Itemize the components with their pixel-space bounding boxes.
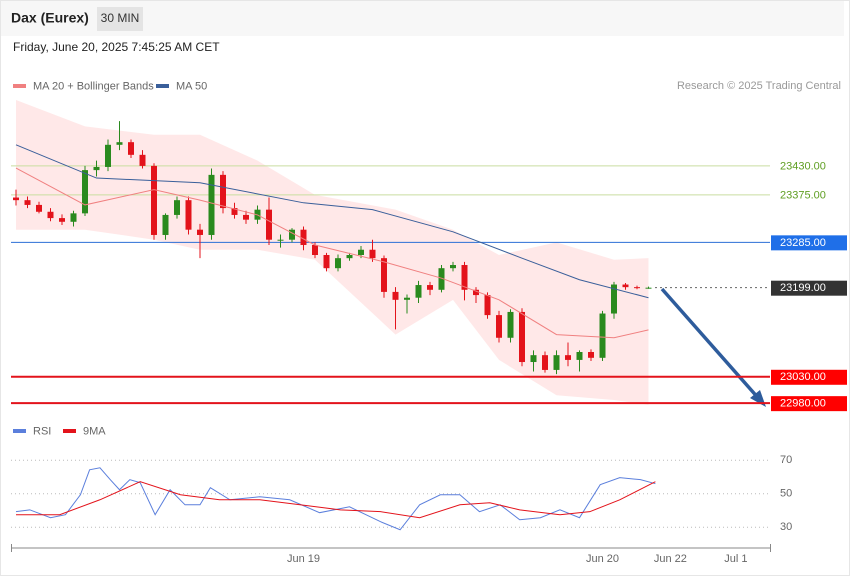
candle-body bbox=[576, 352, 583, 360]
x-tick-label: Jun 19 bbox=[287, 553, 320, 565]
legend-label: 9MA bbox=[83, 425, 106, 437]
candle-body bbox=[13, 197, 19, 201]
candle-body bbox=[427, 285, 433, 290]
candle-body bbox=[185, 200, 192, 230]
candle-body bbox=[289, 229, 295, 240]
legend-swatch bbox=[13, 429, 26, 433]
candle-body bbox=[47, 211, 54, 219]
candle-body bbox=[128, 142, 134, 155]
candle-body bbox=[473, 289, 479, 296]
y-tick-label: 30 bbox=[780, 521, 792, 533]
candle-body bbox=[461, 265, 468, 290]
candle-body bbox=[553, 355, 560, 370]
candle-body bbox=[220, 174, 226, 209]
timeframe-box bbox=[97, 7, 143, 31]
title: Dax (Eurex) bbox=[11, 10, 89, 26]
candle-body bbox=[243, 214, 249, 220]
ma-line bbox=[15, 144, 649, 299]
level-label: 23199.00 bbox=[780, 282, 826, 294]
level-label: 23285.00 bbox=[780, 237, 826, 249]
level-box bbox=[771, 396, 847, 412]
level-box bbox=[771, 235, 847, 251]
candle-body bbox=[542, 355, 548, 370]
credit: Research © 2025 Trading Central bbox=[677, 80, 841, 92]
candle-body bbox=[496, 315, 502, 338]
candle-body bbox=[70, 213, 77, 222]
x-tick-label: Jun 20 bbox=[586, 553, 619, 565]
candle-body bbox=[484, 295, 491, 316]
candle-body bbox=[519, 311, 525, 363]
candle-body bbox=[151, 165, 157, 235]
y-tick-label: 70 bbox=[780, 454, 792, 466]
level-label: 23430.00 bbox=[780, 160, 826, 172]
date: Friday, June 20, 2025 7:45:25 AM CET bbox=[13, 40, 220, 54]
candle-body bbox=[450, 265, 456, 269]
candle-body bbox=[93, 166, 100, 171]
candle-body bbox=[507, 311, 514, 338]
bollinger-band bbox=[16, 100, 649, 405]
candle-body bbox=[645, 287, 652, 289]
legend-label: MA 20 + Bollinger Bands bbox=[33, 80, 154, 92]
candle-body bbox=[404, 297, 410, 300]
level-label: 22980.00 bbox=[780, 398, 826, 410]
candle-body bbox=[24, 200, 31, 205]
candle-body bbox=[438, 268, 445, 290]
candle-body bbox=[588, 352, 594, 358]
forecast-arrow bbox=[660, 287, 762, 402]
candle-body bbox=[369, 249, 376, 259]
candle-body bbox=[36, 204, 42, 212]
legend-swatch bbox=[156, 84, 169, 88]
candle-body bbox=[312, 244, 318, 255]
candle-body bbox=[59, 218, 65, 222]
candle-body bbox=[323, 255, 330, 269]
candle-body bbox=[565, 355, 571, 360]
legend-label: MA 50 bbox=[176, 80, 207, 92]
level-box bbox=[771, 369, 847, 385]
candle-body bbox=[197, 229, 203, 235]
candle-body bbox=[634, 287, 640, 289]
candle-body bbox=[139, 154, 146, 166]
legend-swatch bbox=[13, 84, 26, 88]
x-tick-label: Jun 22 bbox=[654, 553, 687, 565]
candle-body bbox=[381, 258, 387, 292]
candle-body bbox=[116, 142, 123, 145]
candle-body bbox=[530, 355, 537, 363]
level-label: 23030.00 bbox=[780, 371, 826, 383]
candle-body bbox=[174, 200, 180, 215]
candle-body bbox=[611, 284, 617, 314]
y-tick-label: 50 bbox=[780, 488, 792, 500]
candle-body bbox=[358, 249, 364, 255]
ma-line bbox=[15, 167, 649, 339]
candle-body bbox=[335, 258, 341, 269]
candle-body bbox=[392, 291, 399, 300]
candle-body bbox=[415, 285, 422, 298]
candle-body bbox=[622, 284, 629, 288]
candle-body bbox=[162, 214, 169, 235]
candle-body bbox=[82, 170, 88, 214]
candle-body bbox=[266, 209, 272, 240]
legend-swatch bbox=[63, 429, 76, 433]
rsi-line bbox=[15, 467, 656, 531]
candle-body bbox=[599, 313, 606, 358]
legend-label: RSI bbox=[33, 425, 51, 437]
x-tick-label: Jul 1 bbox=[724, 553, 747, 565]
candle-body bbox=[300, 229, 307, 245]
rsi-line bbox=[16, 481, 656, 519]
candle-body bbox=[277, 239, 284, 241]
timeframe: 30 MIN bbox=[101, 11, 140, 25]
candle-body bbox=[231, 208, 238, 215]
candle-body bbox=[105, 144, 111, 167]
candle-body bbox=[346, 255, 353, 259]
level-box bbox=[771, 280, 847, 296]
candle-body bbox=[208, 174, 215, 235]
level-label: 23375.00 bbox=[780, 189, 826, 201]
